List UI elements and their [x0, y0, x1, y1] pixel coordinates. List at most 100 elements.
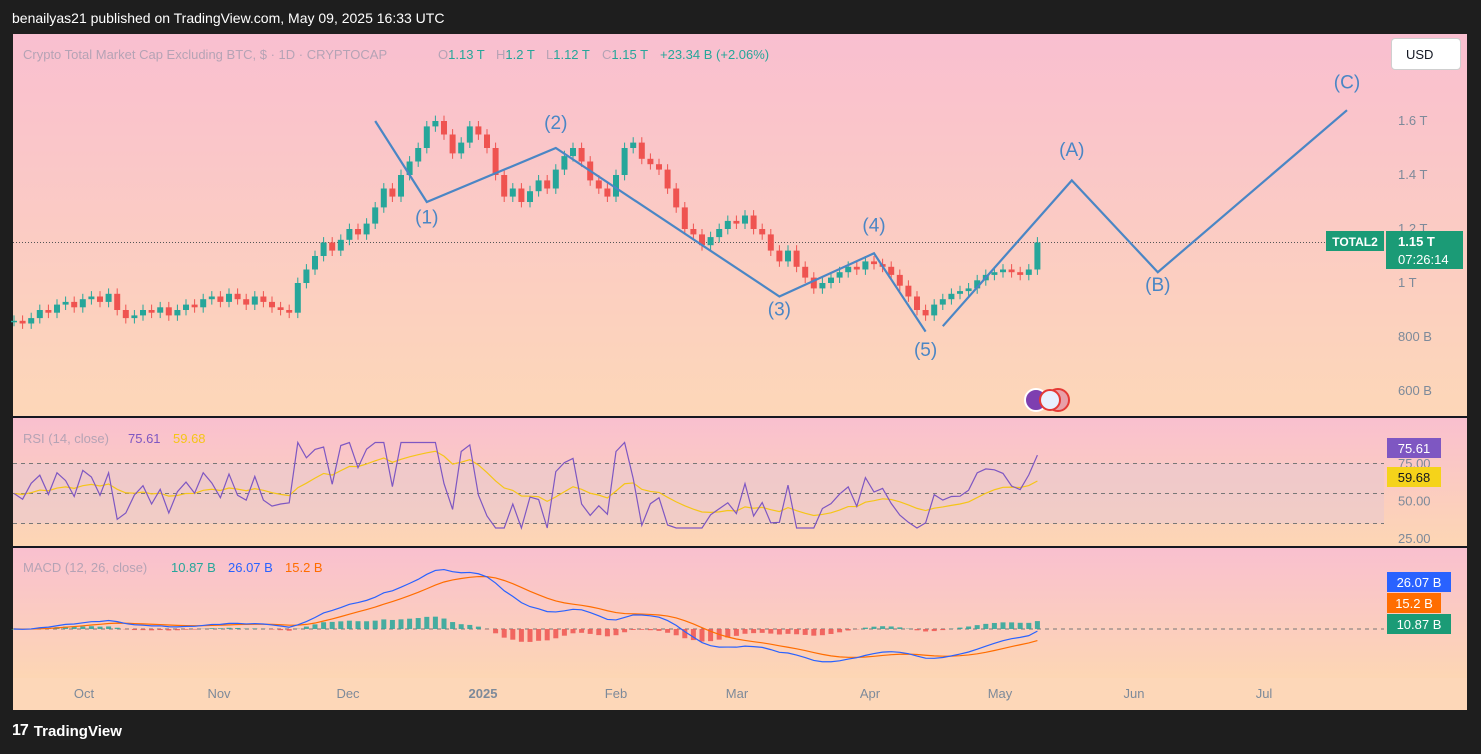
macd-line-legend: 26.07 B	[228, 560, 273, 575]
candle	[320, 242, 327, 256]
candle	[389, 188, 396, 197]
macd-histogram-bar	[699, 629, 705, 642]
candle	[853, 266, 860, 270]
elliott-correction-line	[941, 109, 1348, 327]
macd-histogram-bar	[432, 616, 438, 629]
macd-histogram-bar	[923, 629, 929, 632]
macd-histogram-bar	[733, 629, 739, 636]
candle	[544, 180, 551, 189]
candle	[974, 280, 981, 289]
macd-histogram-bar	[837, 629, 843, 633]
candle	[948, 293, 955, 300]
tradingview-logo[interactable]: 17 TradingView	[12, 722, 122, 740]
macd-histogram-bar	[209, 628, 215, 629]
candle	[114, 293, 121, 310]
wave-label: (4)	[862, 216, 885, 237]
macd-histogram-bar	[931, 629, 937, 632]
macd-histogram-bar	[544, 629, 550, 641]
candle	[88, 296, 95, 300]
macd-histogram-bar	[665, 629, 671, 633]
price-tick-label: 1.6 T	[1398, 113, 1427, 128]
rsi-badge-bg	[1387, 438, 1441, 458]
ohlc-l: L1.12 T	[546, 47, 590, 62]
candle	[888, 266, 895, 275]
ohlc-l-label: L	[546, 47, 553, 62]
candle	[277, 307, 284, 310]
macd-histogram-bar	[510, 629, 516, 640]
candle	[200, 299, 207, 308]
price-title: Crypto Total Market Cap Excluding BTC, $…	[23, 47, 387, 62]
macd-histogram-bar	[613, 629, 619, 636]
candle	[157, 307, 164, 313]
rsi-badge: 75.61	[1398, 441, 1431, 456]
wave-label: (B)	[1145, 275, 1170, 296]
candle	[466, 126, 473, 143]
candle	[750, 215, 757, 229]
candle	[991, 272, 998, 275]
macd-histogram-bar	[278, 629, 284, 631]
candle	[965, 288, 972, 292]
macd-histogram-bar	[157, 629, 163, 631]
macd-histogram-bar	[1009, 622, 1015, 629]
macd-histogram-bar	[321, 622, 327, 629]
candle	[251, 296, 258, 305]
macd-histogram-bar	[751, 629, 757, 634]
macd-histogram-bar	[252, 628, 258, 629]
signal-badge: 15.2 B	[1395, 596, 1433, 611]
macd-histogram-bar	[957, 627, 963, 629]
ohlc-o-value: 1.13 T	[448, 47, 485, 62]
macd-histogram-bar	[140, 629, 146, 631]
candle	[243, 299, 250, 305]
macd-histogram-bar	[673, 629, 679, 636]
ohlc-c-value: 1.15 T	[611, 47, 648, 62]
candle	[484, 134, 490, 148]
macd-badge: 26.07 B	[1397, 575, 1442, 590]
candle	[131, 315, 138, 319]
currency-button[interactable]: USD	[1391, 38, 1461, 70]
candle	[79, 299, 86, 308]
macd-histogram-bar	[424, 616, 430, 629]
time-tick-label: Mar	[726, 686, 749, 701]
macd-histogram-bar	[845, 629, 851, 631]
wave-label: (A)	[1059, 140, 1084, 161]
us-flag-event-icon-2[interactable]	[1039, 389, 1061, 411]
wave-label: (3)	[768, 299, 791, 320]
rsi-line	[13, 440, 1038, 530]
candle	[303, 269, 310, 283]
candle	[36, 310, 43, 319]
time-tick-label: Oct	[74, 686, 95, 701]
macd-histogram-bar	[527, 629, 533, 642]
macd-title: MACD (12, 26, close)	[23, 560, 147, 575]
macd-histogram-bar	[888, 626, 894, 629]
candle	[105, 293, 112, 302]
macd-line	[13, 568, 1038, 663]
time-tick-label: Jul	[1256, 686, 1273, 701]
candle	[122, 310, 129, 319]
macd-histogram-bar	[759, 629, 765, 633]
candle	[896, 274, 903, 286]
macd-histogram-bar	[974, 625, 980, 629]
candle	[638, 142, 645, 159]
candle	[733, 220, 740, 224]
candle	[535, 180, 542, 192]
candle	[716, 229, 723, 238]
candle	[11, 320, 17, 323]
time-tick-label: Nov	[207, 686, 231, 701]
macd-hist-legend: 10.87 B	[171, 560, 216, 575]
rsi-title: RSI (14, close)	[23, 431, 109, 446]
candle	[226, 293, 232, 302]
ohlc-l-value: 1.12 T	[553, 47, 590, 62]
candle	[656, 164, 662, 170]
ohlc-o-label: O	[438, 47, 448, 62]
candle	[759, 229, 766, 235]
macd-histogram-bar	[802, 629, 808, 635]
macd-histogram-bar	[303, 626, 309, 629]
macd-histogram-bar	[226, 627, 232, 629]
candle	[406, 161, 413, 175]
macd-histogram-bar	[880, 626, 886, 629]
candle	[845, 266, 852, 273]
macd-histogram-bar	[355, 621, 361, 629]
candle	[165, 307, 172, 316]
rsi-ma-line	[13, 450, 1038, 517]
